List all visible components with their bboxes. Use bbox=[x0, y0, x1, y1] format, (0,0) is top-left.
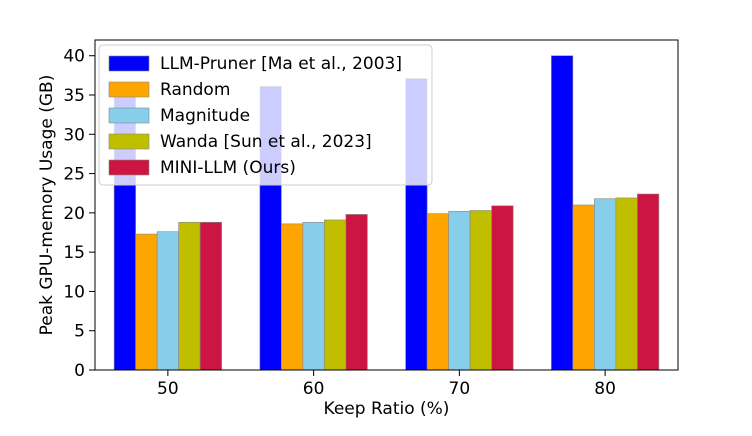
legend-label-1: LLM-Pruner [Ma et al., 2003] bbox=[160, 54, 402, 74]
bar-2-70 bbox=[426, 213, 449, 371]
y-tick-label: 15 bbox=[63, 243, 85, 263]
legend: LLM-Pruner [Ma et al., 2003] Random Magnit… bbox=[98, 44, 433, 186]
plot-frame bbox=[94, 39, 679, 371]
legend-swatch-5 bbox=[108, 159, 150, 176]
bar-3-60 bbox=[302, 221, 325, 371]
legend-label-3: Magnitude bbox=[160, 106, 250, 126]
bar-4-60 bbox=[324, 219, 347, 371]
bar-2-50 bbox=[135, 233, 158, 371]
y-tick-label: 0 bbox=[74, 361, 85, 381]
bar-3-80 bbox=[594, 198, 617, 371]
x-tick-label: 80 bbox=[594, 379, 616, 399]
x-axis: 50 60 70 80 bbox=[157, 370, 616, 399]
legend-swatch-4 bbox=[108, 133, 150, 150]
bar-4-70 bbox=[469, 210, 492, 371]
legend-label-5: MINI-LLM (Ours) bbox=[160, 158, 296, 178]
legend-swatch-3 bbox=[108, 107, 150, 124]
bar-3-50 bbox=[156, 231, 179, 371]
y-axis: 0 5 10 15 20 25 30 35 40 bbox=[63, 47, 95, 381]
y-axis-label: Peak GPU-memory Usage (GB) bbox=[37, 75, 57, 336]
bar-5-60 bbox=[345, 214, 368, 371]
y-tick-label: 25 bbox=[63, 165, 85, 185]
bar-2-80 bbox=[572, 204, 595, 371]
bar-2-60 bbox=[281, 223, 304, 371]
y-tick-label: 30 bbox=[63, 125, 85, 145]
bar-5-70 bbox=[491, 205, 514, 371]
x-tick-label: 50 bbox=[157, 379, 179, 399]
legend-swatch-2 bbox=[108, 81, 150, 98]
y-tick-label: 5 bbox=[74, 322, 85, 342]
legend-label-4: Wanda [Sun et al., 2023] bbox=[160, 132, 372, 152]
legend-frame bbox=[98, 44, 433, 186]
y-tick-label: 10 bbox=[63, 282, 85, 302]
y-tick-label: 35 bbox=[63, 86, 85, 106]
y-tick-label: 40 bbox=[63, 47, 85, 67]
legend-swatch-1 bbox=[108, 55, 150, 72]
y-tick-label: 20 bbox=[63, 204, 85, 224]
bar-5-80 bbox=[637, 193, 660, 371]
bar-5-50 bbox=[199, 221, 222, 371]
bar-1-80 bbox=[551, 55, 574, 371]
bar-4-80 bbox=[615, 197, 638, 371]
legend-label-2: Random bbox=[160, 80, 230, 100]
bars-layer bbox=[113, 55, 660, 371]
x-tick-label: 60 bbox=[303, 379, 325, 399]
x-axis-label: Keep Ratio (%) bbox=[324, 399, 450, 419]
bar-3-70 bbox=[448, 210, 471, 371]
x-tick-label: 70 bbox=[449, 379, 471, 399]
bar-4-50 bbox=[178, 221, 201, 371]
